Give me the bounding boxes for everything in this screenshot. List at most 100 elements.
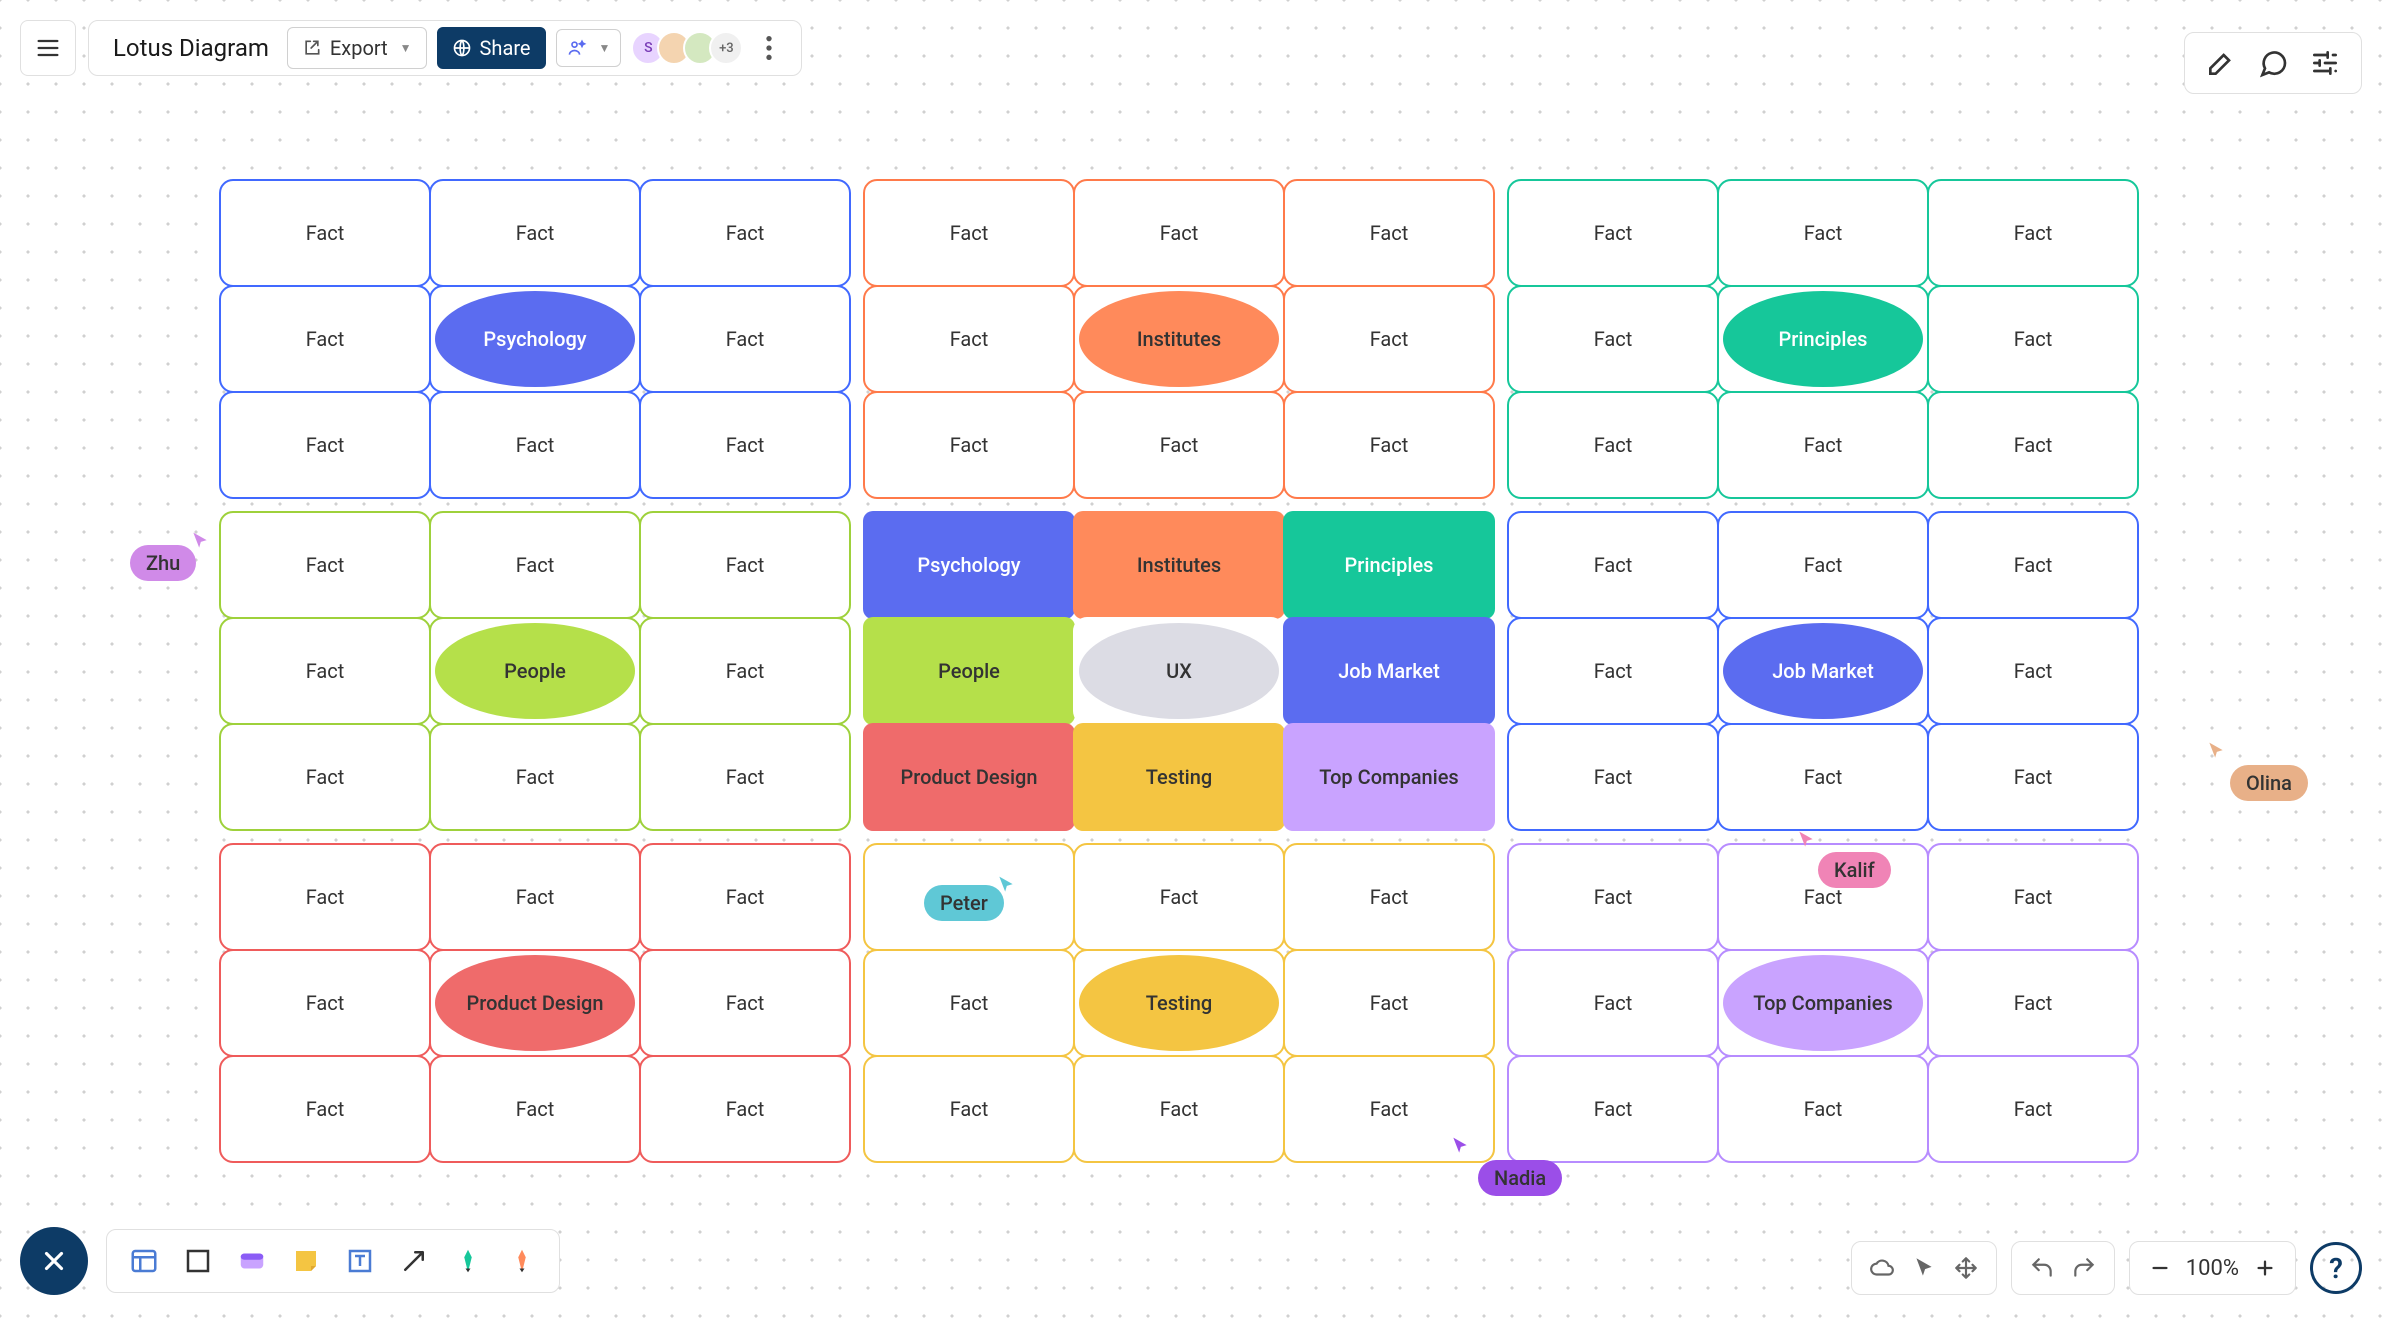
lotus-cell[interactable]: Fact [1283, 843, 1495, 951]
lotus-cell[interactable]: Fact [1507, 843, 1719, 951]
lotus-center-ellipse[interactable]: Product Design [435, 955, 635, 1051]
lotus-cell[interactable]: Fact [219, 843, 431, 951]
lotus-cell[interactable]: Fact [1283, 179, 1495, 287]
lotus-cell[interactable]: Fact [639, 391, 851, 499]
lotus-cell[interactable]: Fact [1927, 391, 2139, 499]
redo-button[interactable] [2068, 1252, 2100, 1284]
share-button[interactable]: Share [437, 27, 546, 69]
lotus-center-block[interactable]: PsychologyInstitutesPrinciples PeopleUXJo… [864, 512, 1494, 830]
lotus-center-cell[interactable]: Testing [1073, 723, 1285, 831]
lotus-cell[interactable]: Fact [639, 617, 851, 725]
lotus-cell[interactable]: Fact [219, 285, 431, 393]
lotus-center-cell[interactable]: Institutes [1073, 511, 1285, 619]
sync-button[interactable] [1866, 1252, 1898, 1284]
comments-button[interactable] [2253, 43, 2293, 83]
lotus-block[interactable]: FactFactFactFactPrinciplesFactFactFactFa… [1508, 180, 2138, 498]
lotus-cell[interactable]: Principles [1717, 285, 1929, 393]
lotus-cell[interactable]: Fact [219, 723, 431, 831]
collaborator-avatars[interactable]: S +3 [631, 31, 743, 65]
lotus-cell[interactable]: Fact [1717, 1055, 1929, 1163]
ux-ellipse[interactable]: UX [1079, 623, 1279, 719]
lotus-cell[interactable]: Fact [429, 723, 641, 831]
lotus-block[interactable]: FactFactFactFactJob MarketFactFactFactFa… [1508, 512, 2138, 830]
lotus-cell[interactable]: People [429, 617, 641, 725]
settings-button[interactable] [2305, 43, 2345, 83]
lotus-cell[interactable]: Fact [219, 511, 431, 619]
card-tool[interactable] [233, 1242, 271, 1280]
lotus-cell[interactable]: Fact [1283, 949, 1495, 1057]
lotus-cell[interactable]: Fact [1717, 511, 1929, 619]
lotus-cell[interactable]: Fact [863, 285, 1075, 393]
lotus-cell[interactable]: Fact [429, 179, 641, 287]
lotus-cell[interactable]: Fact [1283, 285, 1495, 393]
more-menu-button[interactable] [753, 32, 785, 64]
line-tool[interactable] [395, 1242, 433, 1280]
lotus-center-cell[interactable]: Psychology [863, 511, 1075, 619]
magic-button[interactable]: ▼ [556, 29, 622, 67]
lotus-cell[interactable]: Fact [1927, 1055, 2139, 1163]
lotus-cell[interactable]: Fact [639, 179, 851, 287]
pan-button[interactable] [1950, 1252, 1982, 1284]
lotus-cell[interactable]: Fact [639, 511, 851, 619]
lotus-cell[interactable]: Fact [1507, 511, 1719, 619]
lotus-cell[interactable]: Fact [429, 391, 641, 499]
lotus-cell[interactable]: Institutes [1073, 285, 1285, 393]
cursor-mode-button[interactable] [1908, 1252, 1940, 1284]
lotus-center-cell[interactable]: People [863, 617, 1075, 725]
lotus-cell[interactable]: Fact [1507, 617, 1719, 725]
lotus-cell[interactable]: Fact [863, 949, 1075, 1057]
lotus-cell[interactable]: Fact [1927, 511, 2139, 619]
lotus-cell[interactable]: Fact [429, 1055, 641, 1163]
zoom-in-button[interactable] [2249, 1252, 2281, 1284]
lotus-cell[interactable]: Fact [1507, 1055, 1719, 1163]
lotus-center-ellipse[interactable]: Testing [1079, 955, 1279, 1051]
lotus-cell[interactable]: Fact [1507, 949, 1719, 1057]
lotus-cell[interactable]: Fact [1073, 843, 1285, 951]
lotus-center-ellipse[interactable]: Principles [1723, 291, 1923, 387]
note-tool[interactable] [287, 1242, 325, 1280]
document-title[interactable]: Lotus Diagram [105, 34, 277, 62]
lotus-center-ellipse[interactable]: Institutes [1079, 291, 1279, 387]
close-button[interactable] [20, 1227, 88, 1295]
lotus-cell[interactable]: Fact [1073, 391, 1285, 499]
lotus-cell[interactable]: Testing [1073, 949, 1285, 1057]
lotus-cell[interactable]: Fact [1507, 391, 1719, 499]
lotus-cell[interactable]: Fact [639, 723, 851, 831]
lotus-cell[interactable]: Fact [219, 617, 431, 725]
highlighter-tool[interactable] [503, 1242, 541, 1280]
avatar-more[interactable]: +3 [709, 31, 743, 65]
lotus-cell[interactable]: Fact [1717, 391, 1929, 499]
text-tool[interactable] [341, 1242, 379, 1280]
lotus-center-cell[interactable]: Principles [1283, 511, 1495, 619]
lotus-center-cell[interactable]: Product Design [863, 723, 1075, 831]
lotus-cell[interactable]: Fact [1507, 285, 1719, 393]
lotus-cell[interactable]: Fact [219, 1055, 431, 1163]
lotus-cell[interactable]: Fact [1927, 617, 2139, 725]
lotus-cell[interactable]: Fact [863, 1055, 1075, 1163]
lotus-cell[interactable]: Fact [1717, 723, 1929, 831]
zoom-out-button[interactable] [2144, 1252, 2176, 1284]
lotus-cell[interactable]: Fact [1927, 179, 2139, 287]
lotus-cell[interactable]: Fact [429, 511, 641, 619]
lotus-cell[interactable]: Fact [639, 1055, 851, 1163]
lotus-block[interactable]: FactFactFactFactPeopleFactFactFactFact [220, 512, 850, 830]
lotus-cell[interactable]: Fact [219, 179, 431, 287]
lotus-block[interactable]: FactFactFactFactTop CompaniesFactFactFac… [1508, 844, 2138, 1162]
lotus-center-cell[interactable]: Top Companies [1283, 723, 1495, 831]
undo-button[interactable] [2026, 1252, 2058, 1284]
lotus-block[interactable]: FactFactFactFactPsychologyFactFactFactFa… [220, 180, 850, 498]
menu-button[interactable] [20, 20, 76, 76]
lotus-cell[interactable]: Fact [639, 285, 851, 393]
pen-tool[interactable] [449, 1242, 487, 1280]
lotus-cell[interactable]: Fact [639, 949, 851, 1057]
lotus-center-cell[interactable]: Job Market [1283, 617, 1495, 725]
lotus-cell[interactable]: Fact [1717, 179, 1929, 287]
lotus-center-cell[interactable]: UX [1073, 617, 1285, 725]
lotus-cell[interactable]: Fact [863, 179, 1075, 287]
lotus-cell[interactable]: Fact [1283, 391, 1495, 499]
panel-tool[interactable] [125, 1242, 163, 1280]
lotus-center-ellipse[interactable]: Top Companies [1723, 955, 1923, 1051]
lotus-cell[interactable]: Fact [429, 843, 641, 951]
edit-button[interactable] [2201, 43, 2241, 83]
lotus-cell[interactable]: Fact [1927, 723, 2139, 831]
